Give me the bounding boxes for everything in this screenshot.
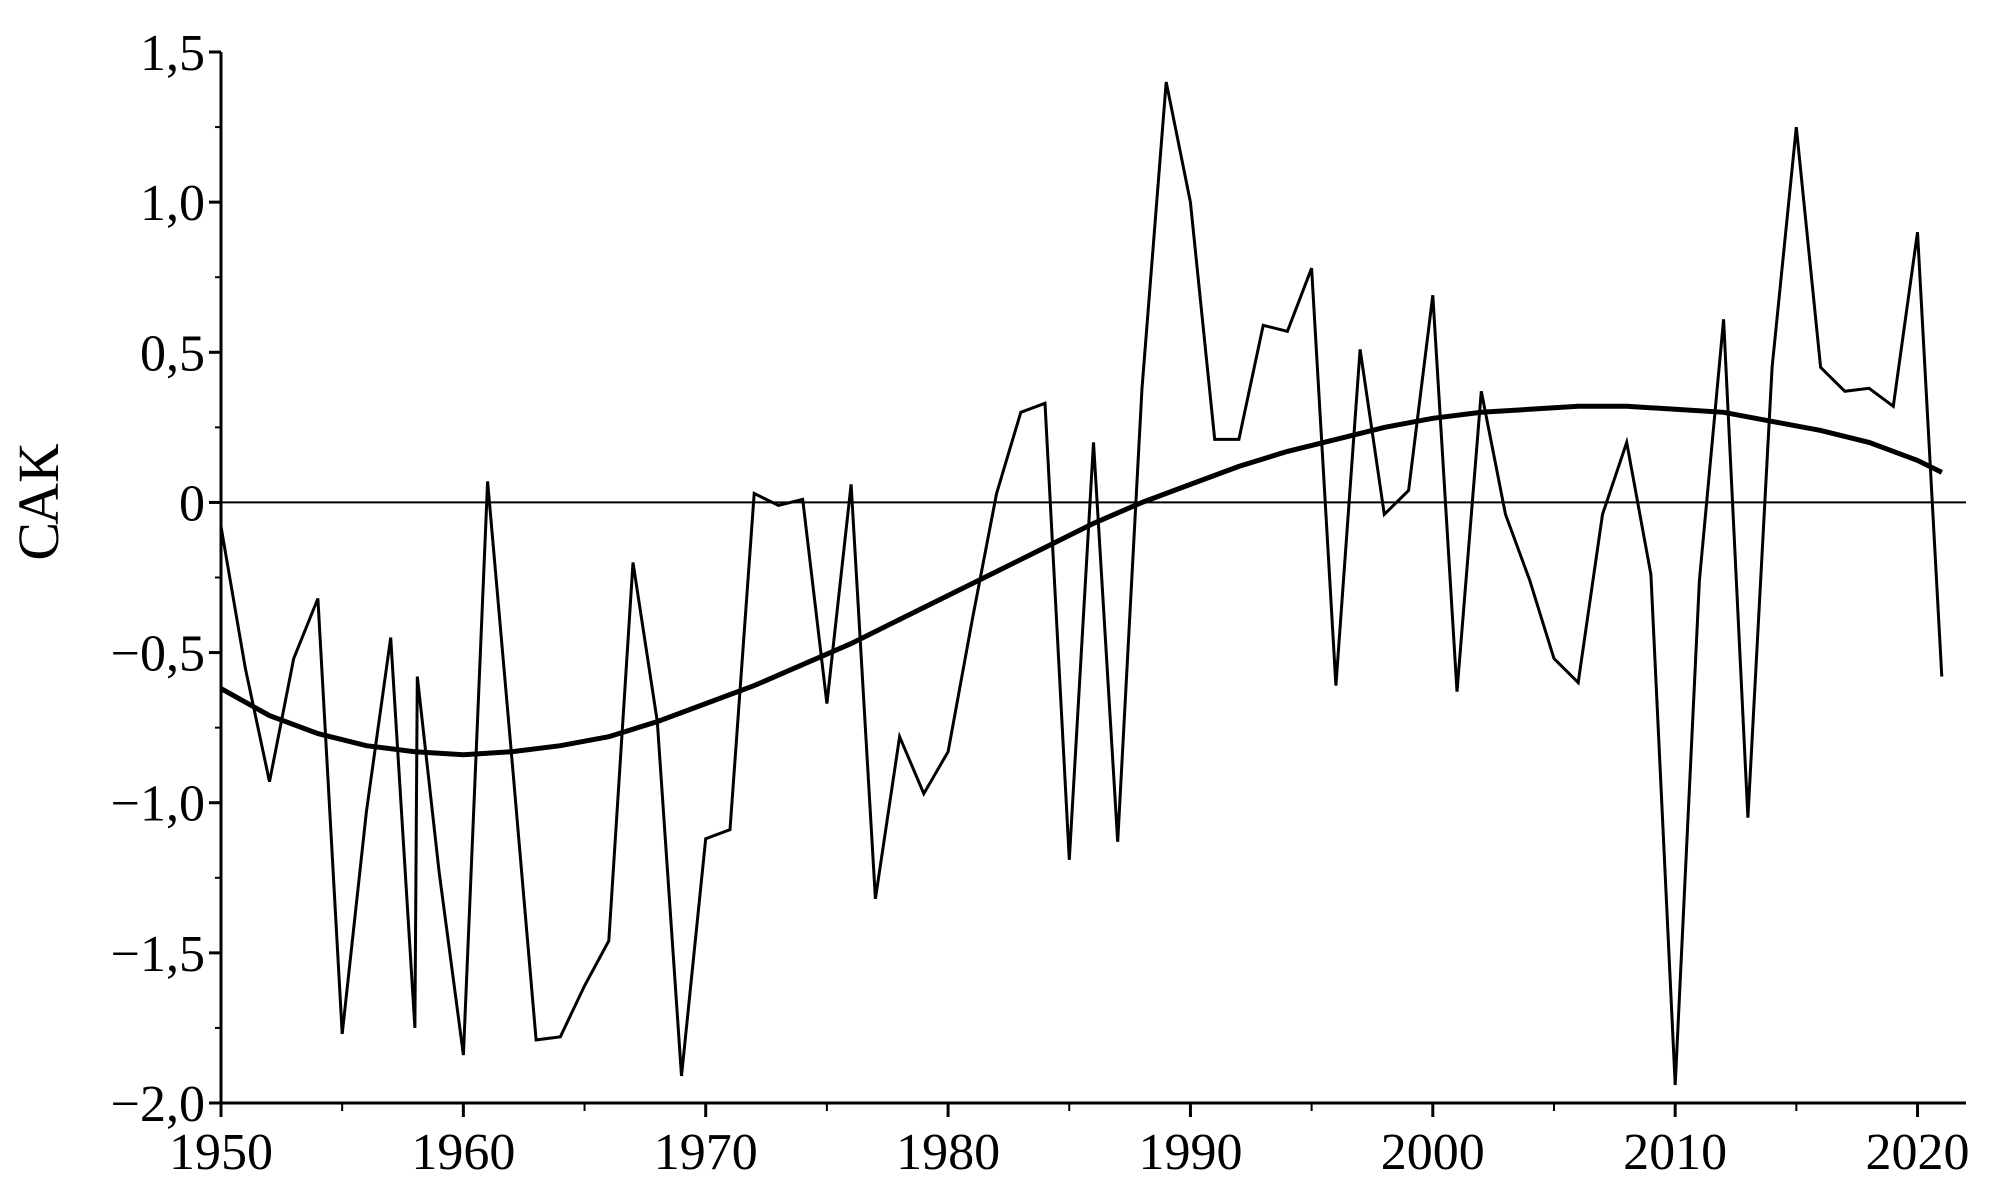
y-tick-label: 1,5 (140, 25, 205, 82)
y-tick-label: 1,0 (140, 175, 205, 232)
trend-curve-line (219, 403, 1943, 758)
x-tick-label: 1960 (411, 1124, 515, 1181)
y-tick-label: −2,0 (111, 1076, 205, 1133)
x-tick-label: 1980 (896, 1124, 1000, 1181)
x-tick-label: 2000 (1381, 1124, 1485, 1181)
x-tick-label: 1990 (1138, 1124, 1242, 1181)
y-axis-ticks: 1,5 1,0 0,5 0 −0,5 −1,0 −1,5 −2,0 (111, 25, 221, 1133)
y-tick-label: −0,5 (111, 626, 205, 683)
x-axis-ticks: 1950 1960 1970 1980 1990 2000 2010 2020 (169, 1103, 1970, 1181)
y-tick-label: −1,5 (111, 926, 205, 983)
x-tick-label: 1970 (654, 1124, 758, 1181)
series-layer (219, 81, 1944, 1086)
y-tick-label: 0,5 (140, 325, 205, 382)
annual-values-line (219, 81, 1944, 1086)
y-tick-label: 0 (179, 475, 205, 532)
y-tick-label: −1,0 (111, 776, 205, 833)
x-tick-label: 2020 (1866, 1124, 1970, 1181)
x-tick-label: 2010 (1623, 1124, 1727, 1181)
x-tick-label: 1950 (169, 1124, 273, 1181)
y-axis-title: САК (6, 444, 71, 561)
